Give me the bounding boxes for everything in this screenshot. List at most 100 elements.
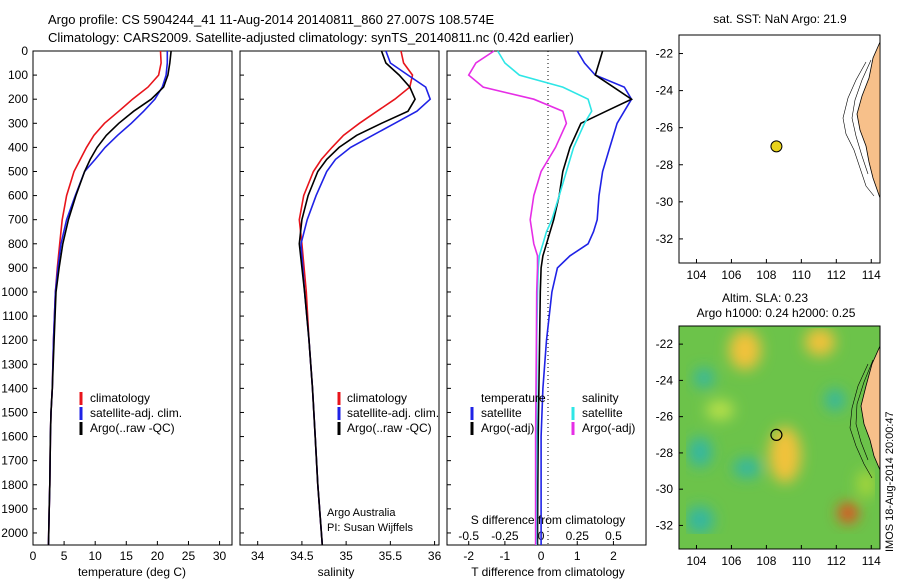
isobath-contour xyxy=(851,59,872,175)
y-tick-label: -28 xyxy=(656,446,674,460)
series-line-salinity-argo-adj- xyxy=(467,50,568,545)
isobath-contour xyxy=(855,359,874,461)
series-line-salinity-satellite xyxy=(497,50,593,545)
series-line-argo-raw-qc- xyxy=(47,50,172,546)
x-tick-label: 15 xyxy=(120,549,134,563)
temperature-series xyxy=(47,50,172,546)
x-tick-label: 25 xyxy=(182,549,196,563)
series-line-climatology xyxy=(47,50,162,546)
salinity-legend: climatology satellite-adj. clim. Argo(..… xyxy=(337,391,439,435)
y-tick-label: 800 xyxy=(8,237,28,251)
legend-climatology: climatology xyxy=(347,391,407,405)
x-tick-label: 0 xyxy=(538,549,545,563)
difference-panel: -2 -1 0 1 2-0.5 -0.25 0 0.25 0.5 S difference fr… xyxy=(446,50,647,579)
isobath-contour xyxy=(842,61,875,197)
x-tick-label: 20 xyxy=(151,549,165,563)
x-tick-label: 10 xyxy=(89,549,103,563)
header-line-2: Climatology: CARS2009. Satellite-adjuste… xyxy=(48,30,574,45)
x-tick-label: 104 xyxy=(686,554,706,568)
legend-s-satellite: satellite xyxy=(582,406,623,420)
difference-series xyxy=(467,50,634,546)
x-tick-label: 36 xyxy=(428,549,442,563)
t-difference-xlabel: T difference from climatology xyxy=(471,565,625,579)
y-tick-label: 100 xyxy=(8,68,28,82)
y-tick-label: 1200 xyxy=(1,333,28,347)
y-tick-label: 0 xyxy=(21,44,28,58)
y-tick-label: -32 xyxy=(656,518,674,532)
y-tick-label: 900 xyxy=(8,261,28,275)
x-top-tick-label: 0.25 xyxy=(566,529,590,543)
series-line-satellite-adj-clim- xyxy=(47,51,169,546)
land-mass xyxy=(856,41,881,199)
x-tick-label: 110 xyxy=(792,554,811,568)
x-tick-label: 112 xyxy=(827,268,846,282)
legend-satellite: satellite-adj. clim. xyxy=(90,406,182,420)
y-tick-label: -26 xyxy=(656,121,674,135)
y-tick-label: -30 xyxy=(656,195,674,209)
y-tick-label: -32 xyxy=(656,232,674,246)
series-line-argo-adj- xyxy=(536,50,634,546)
x-tick-label: 106 xyxy=(721,554,741,568)
argo-float-marker xyxy=(770,428,783,442)
legend-s-argo: Argo(-adj) xyxy=(582,421,635,435)
legend-t-argo: Argo(-adj) xyxy=(481,421,534,435)
temperature-xlabel: temperature (deg C) xyxy=(78,565,186,579)
legend-temperature-title: temperature xyxy=(481,391,546,405)
x-tick-label: 114 xyxy=(862,554,881,568)
x-tick-label: 108 xyxy=(756,554,776,568)
salinity-series xyxy=(298,50,432,546)
depth-axis-ticks: 0 100 200 300 400 500 600 700 800 900 1000 1100 1200… xyxy=(1,44,37,540)
y-tick-label: -30 xyxy=(656,482,674,496)
x-tick-label: 114 xyxy=(862,268,881,282)
sst-map-panel: sat. SST: NaN Argo: 21.9 104 106 108 110 112… xyxy=(656,12,881,282)
difference-ticks: -2 -1 0 1 2-0.5 -0.25 0 0.25 0.5 xyxy=(447,50,622,563)
x-tick-label: -1 xyxy=(500,549,511,563)
x-top-tick-label: -0.25 xyxy=(491,529,519,543)
sla-map-panel: Altim. SLA: 0.23 Argo h1000: 0.24 h2000:… xyxy=(656,291,881,568)
legend-argo: Argo(..raw -QC) xyxy=(90,421,175,435)
legend-satellite: satellite-adj. clim. xyxy=(347,406,439,420)
x-tick-label: 104 xyxy=(686,268,706,282)
argo-float-marker xyxy=(770,140,783,153)
y-tick-label: -24 xyxy=(656,84,674,98)
x-tick-label: -2 xyxy=(463,549,474,563)
sla-map-axes-box xyxy=(678,325,881,550)
x-tick-label: 35.5 xyxy=(379,549,403,563)
salinity-axes-box xyxy=(239,50,440,546)
temperature-legend: climatology satellite-adj. clim. Argo(..… xyxy=(79,391,182,435)
y-tick-label: 1000 xyxy=(1,285,28,299)
sst-map-title: sat. SST: NaN Argo: 21.9 xyxy=(713,12,847,26)
y-tick-label: -28 xyxy=(656,158,674,172)
isobath-contour xyxy=(849,363,873,479)
y-tick-label: 600 xyxy=(8,189,28,203)
y-tick-label: 1700 xyxy=(1,454,28,468)
x-tick-label: 34.5 xyxy=(290,549,314,563)
y-tick-label: 700 xyxy=(8,213,28,227)
header-line-1: Argo profile: CS 5904244_41 11-Aug-2014 … xyxy=(48,12,495,27)
salinity-xlabel: salinity xyxy=(318,565,355,579)
x-tick-label: 110 xyxy=(792,268,811,282)
sla-map-title: Altim. SLA: 0.23 xyxy=(722,291,808,305)
series-line-argo-raw-qc- xyxy=(298,50,416,546)
x-tick-label: 2 xyxy=(610,549,617,563)
x-top-tick-label: -0.5 xyxy=(458,529,479,543)
y-tick-label: 1900 xyxy=(1,502,28,516)
y-tick-label: 1400 xyxy=(1,381,28,395)
sla-heatmap xyxy=(679,326,880,549)
difference-axes-box xyxy=(446,50,647,546)
x-tick-label: 108 xyxy=(756,268,776,282)
x-tick-label: 1 xyxy=(574,549,581,563)
y-tick-label: 1800 xyxy=(1,478,28,492)
series-line-satellite xyxy=(540,50,633,545)
y-tick-label: 1100 xyxy=(2,309,28,323)
x-tick-label: 0 xyxy=(30,549,37,563)
imos-timestamp-watermark: IMOS 18-Aug-2014 20:00:47 xyxy=(884,411,896,552)
y-tick-label: 300 xyxy=(8,116,28,130)
y-tick-label: 500 xyxy=(8,164,28,178)
s-difference-xlabel: S difference from climatology xyxy=(471,513,626,527)
y-tick-label: 1300 xyxy=(1,357,28,371)
y-tick-label: 1500 xyxy=(1,405,28,419)
annotation-pi: PI: Susan Wijffels xyxy=(327,522,413,534)
land-mass xyxy=(860,345,880,471)
